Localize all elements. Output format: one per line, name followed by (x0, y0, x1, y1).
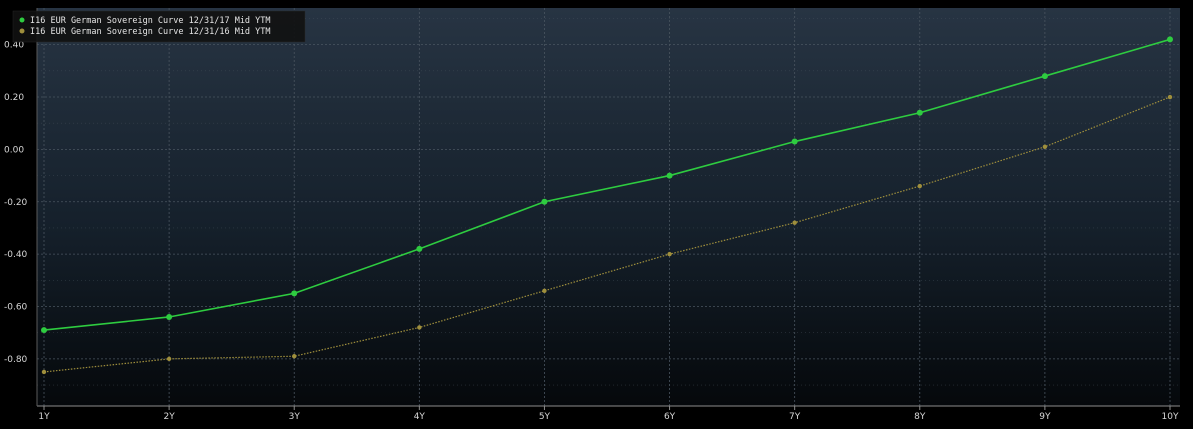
plot-area (37, 8, 1180, 406)
series-2-point (41, 369, 47, 375)
x-tick-label: 5Y (539, 412, 551, 422)
y-tick-label: -0.60 (4, 303, 28, 313)
series-2-point (667, 251, 672, 257)
series-2-point (417, 325, 422, 330)
legend-label: I16 EUR German Sovereign Curve 12/31/17 … (30, 16, 271, 26)
series-2-point (542, 288, 547, 293)
series-1-point (791, 138, 798, 145)
legend-box (12, 10, 306, 43)
series-1-point (41, 327, 47, 334)
series-2-point (1042, 144, 1048, 149)
series-1-point (416, 245, 423, 252)
y-tick-label: 0.20 (4, 93, 24, 103)
series-1-point (916, 109, 923, 116)
grid-lines (37, 8, 1180, 406)
x-tick-label: 10Y (1162, 412, 1179, 422)
series-1-point (1041, 73, 1048, 80)
legend-marker (19, 17, 25, 23)
y-tick-label: -0.20 (4, 198, 28, 208)
series-2-point (292, 354, 297, 359)
x-tick-label: 7Y (789, 412, 801, 422)
series-2-point (166, 356, 172, 362)
series-1-point (291, 290, 298, 297)
series-1-point (166, 313, 173, 320)
x-tick-label: 8Y (914, 412, 926, 422)
x-tick-label: 2Y (163, 412, 175, 422)
x-tick-label: 9Y (1039, 412, 1051, 422)
legend-label: I16 EUR German Sovereign Curve 12/31/16 … (30, 27, 271, 37)
y-tick-label: 0.00 (4, 145, 24, 155)
series-lines (41, 36, 1173, 375)
y-tick-label: -0.40 (4, 250, 28, 260)
x-tick-label: 3Y (289, 412, 301, 422)
x-tick-label: 1Y (38, 412, 50, 422)
series-1-point (666, 172, 673, 179)
series-2-point (792, 220, 797, 225)
y-tick-label: -0.80 (4, 355, 28, 365)
x-tick-label: 4Y (414, 412, 426, 422)
axis-labels: 0.40 0.20 0.00 -0.20 -0.40 -0.60 -0.80 1Y 2Y 3Y 4Y… (4, 8, 1180, 422)
series-line-1 (43, 38, 1171, 331)
y-tick-label: 0.40 (4, 41, 24, 51)
series-1-point (1167, 36, 1173, 43)
series-2-point (1167, 94, 1173, 100)
legend: I16 EUR German Sovereign Curve 12/31/17 … (12, 10, 306, 43)
series-1-point (541, 198, 548, 205)
series-2-point (917, 183, 922, 189)
legend-marker (19, 28, 25, 34)
x-tick-label: 6Y (664, 412, 676, 422)
